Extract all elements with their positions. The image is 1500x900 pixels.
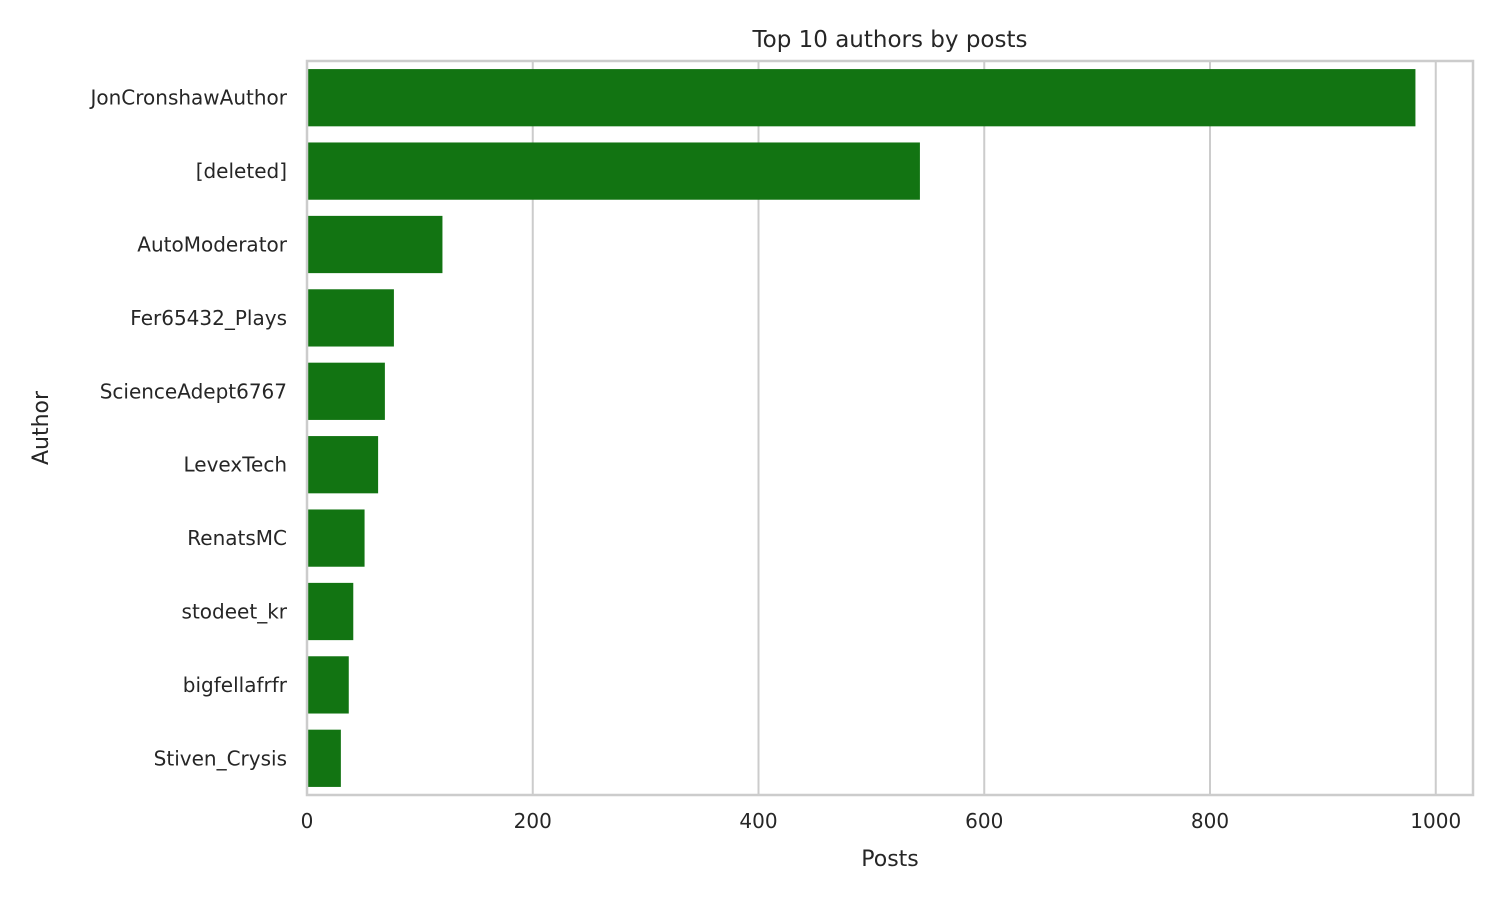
y-tick-label: [deleted] <box>196 159 287 183</box>
bar <box>308 215 443 274</box>
x-tick-label: 600 <box>965 809 1003 833</box>
x-tick-label: 200 <box>514 809 552 833</box>
x-tick-label: 1000 <box>1410 809 1461 833</box>
bars <box>308 69 1416 787</box>
bar <box>308 142 920 200</box>
bar <box>308 656 349 714</box>
y-tick-label: LevexTech <box>183 453 287 477</box>
x-axis-ticks: 0 200 400 600 800 1000 <box>301 809 1462 833</box>
bar <box>308 289 394 347</box>
y-tick-label: JonCronshawAuthor <box>88 86 287 110</box>
chart-title: Top 10 authors by posts <box>752 27 1028 53</box>
bar <box>308 69 1416 127</box>
y-tick-label: RenatsMC <box>187 526 287 550</box>
y-tick-label: Stiven_Crysis <box>154 746 287 770</box>
plot-frame <box>305 59 1475 797</box>
y-axis-label: Author <box>29 390 54 465</box>
x-axis-label: Posts <box>861 847 919 872</box>
bar <box>308 436 379 494</box>
bar <box>308 582 354 641</box>
y-tick-label: stodeet_kr <box>182 600 288 624</box>
x-tick-label: 400 <box>739 809 777 833</box>
y-tick-label: Fer65432_Plays <box>130 306 287 330</box>
x-tick-label: 800 <box>1191 809 1229 833</box>
y-tick-label: ScienceAdept6767 <box>100 379 287 403</box>
y-axis-ticks: JonCronshawAuthor [deleted] AutoModerator F… <box>88 86 287 771</box>
bar <box>308 729 341 787</box>
x-tick-label: 0 <box>301 809 314 833</box>
y-tick-label: AutoModerator <box>137 233 287 257</box>
y-tick-label: bigfellafrfr <box>183 673 288 697</box>
bar <box>308 362 385 420</box>
bar <box>308 509 365 567</box>
